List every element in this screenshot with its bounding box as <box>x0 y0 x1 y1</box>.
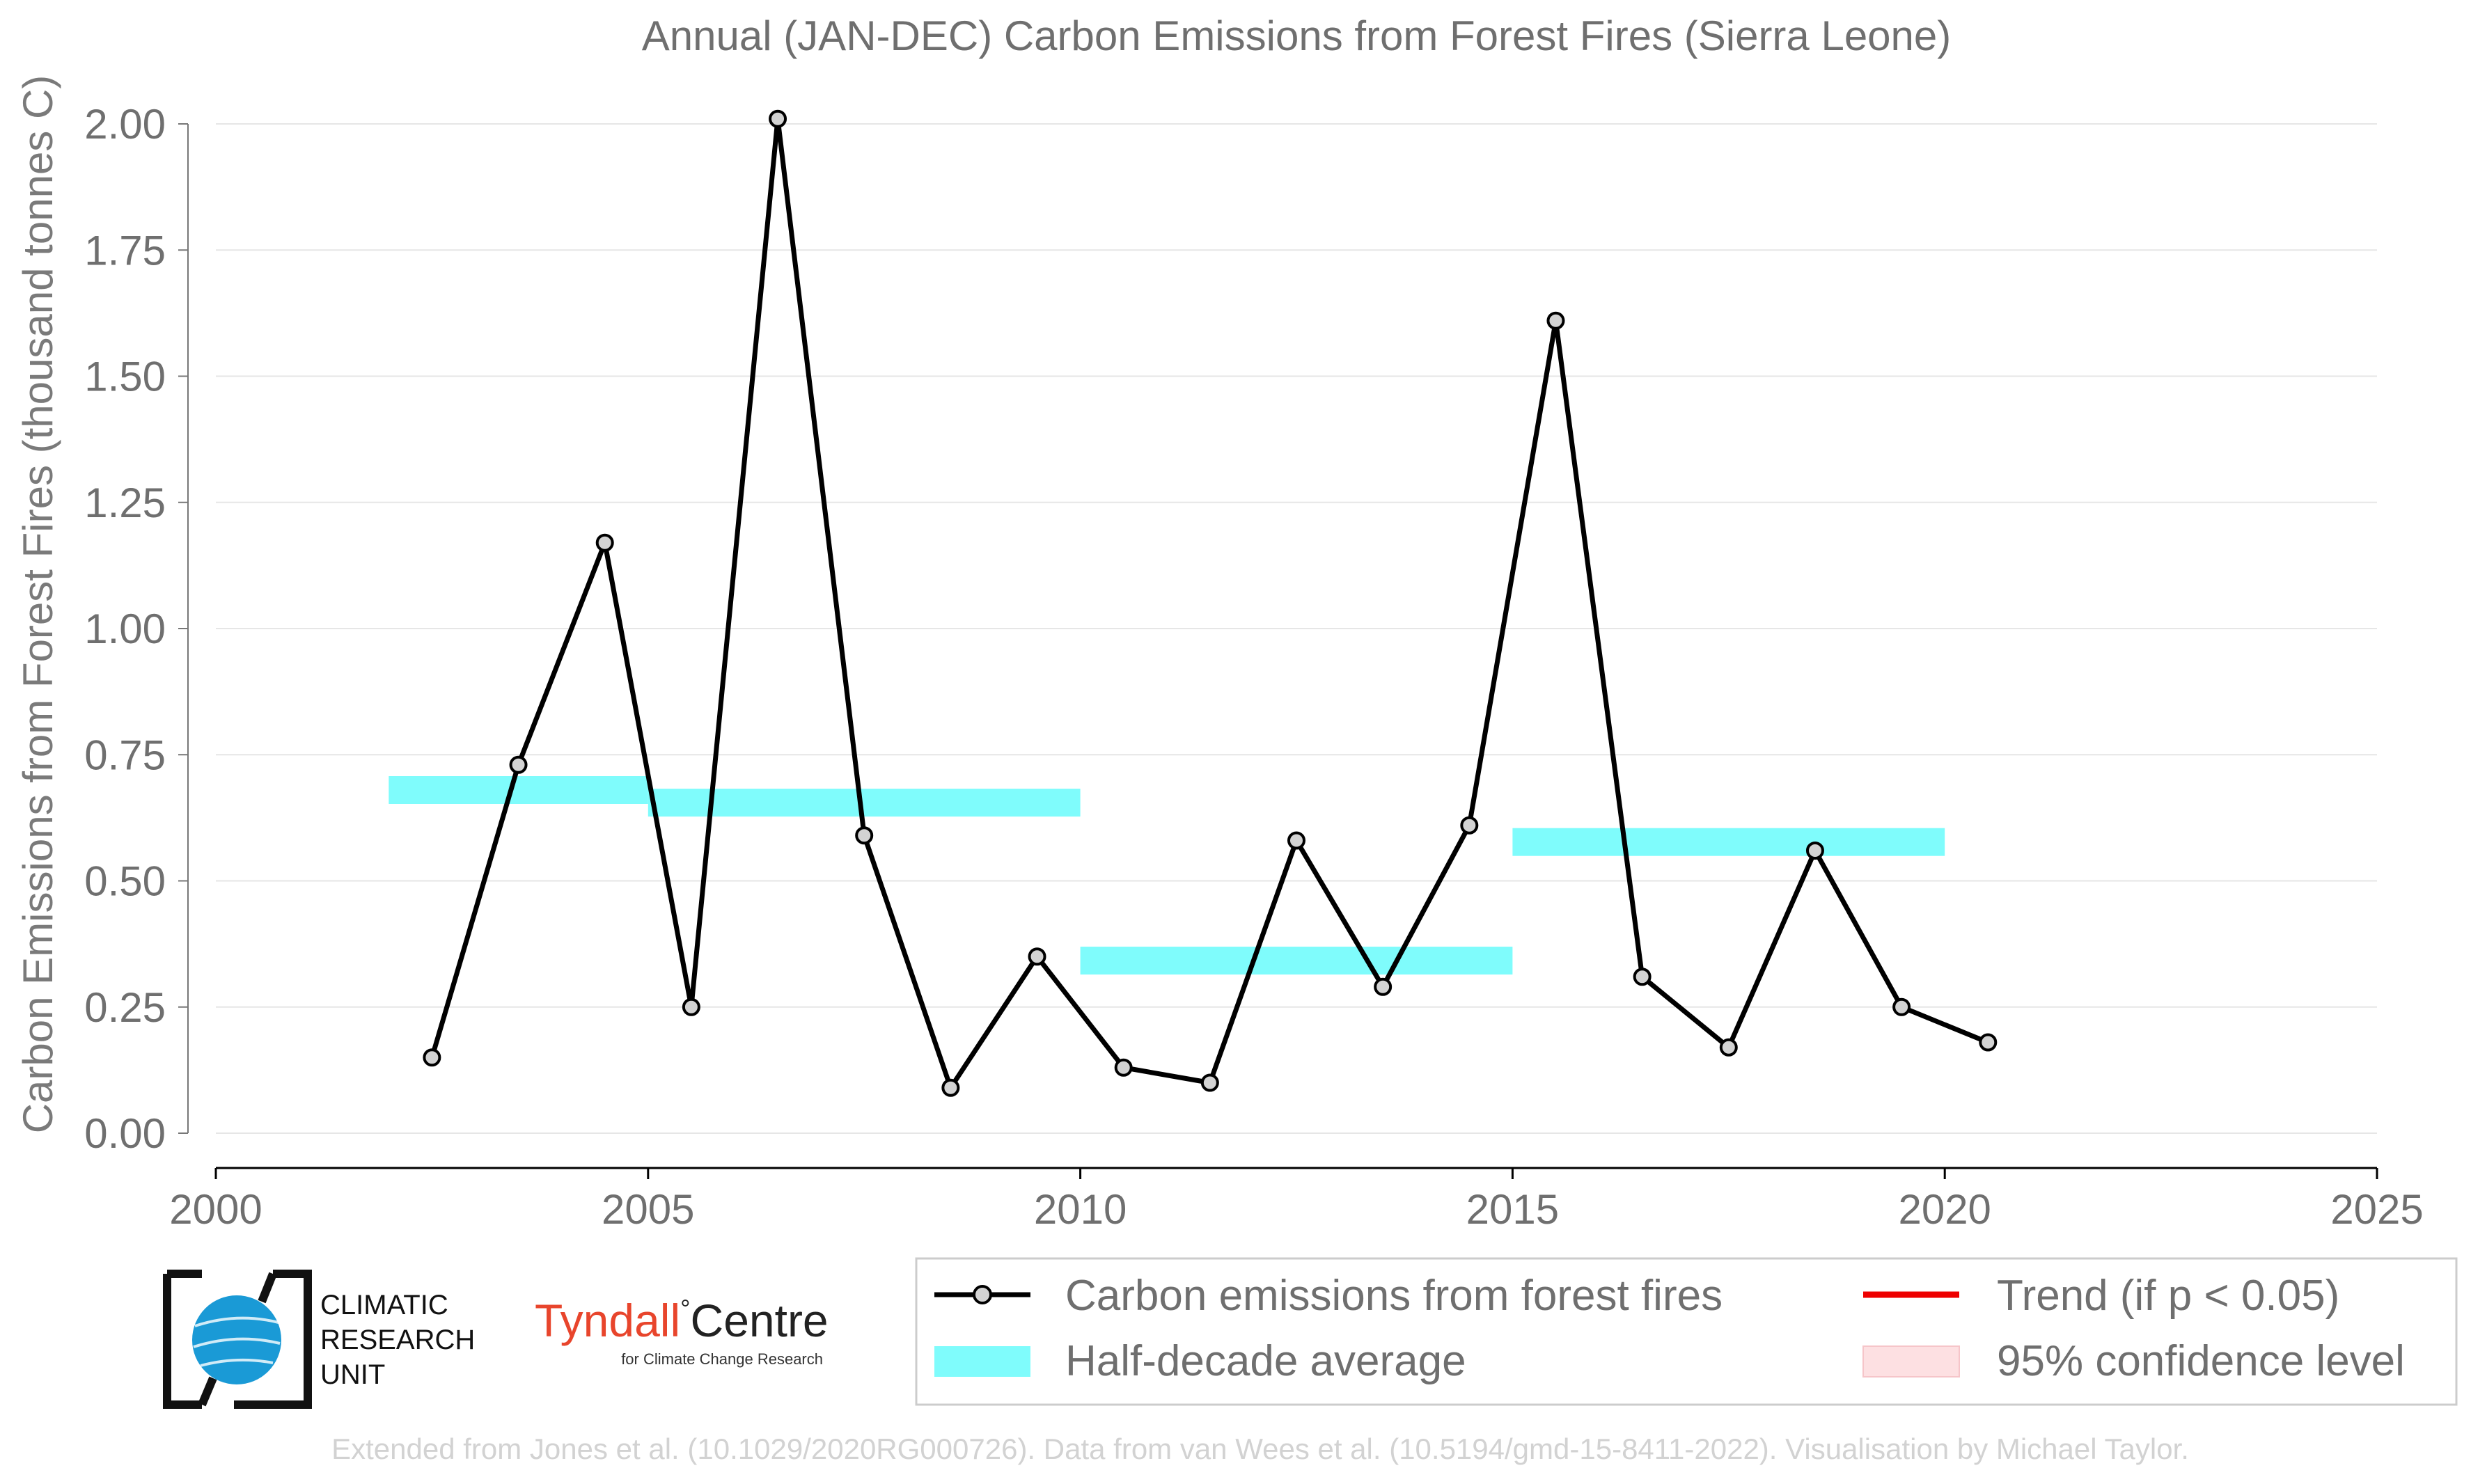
y-tick-label: 1.75 <box>84 227 166 274</box>
data-point <box>682 997 700 1016</box>
y-tick-label: 0.75 <box>84 732 166 778</box>
y-tick-label: 1.50 <box>84 354 166 400</box>
half-decade-band <box>648 789 1081 817</box>
data-point <box>1979 1033 1998 1052</box>
x-tick-label: 2005 <box>602 1186 694 1233</box>
gridlines <box>216 123 2377 1134</box>
legend-label-average: Half-decade average <box>1065 1337 1466 1385</box>
legend-label-trend: Trend (if p < 0.05) <box>1997 1272 2339 1320</box>
series-line <box>430 118 1989 1094</box>
half-decade-band <box>1080 947 1513 975</box>
cru-bracket <box>163 1270 312 1409</box>
y-tick-label: 1.00 <box>84 606 166 652</box>
y-tick-label: 0.50 <box>84 858 166 905</box>
data-point <box>1374 977 1393 996</box>
cru-text-1: CLIMATIC <box>320 1290 448 1320</box>
data-point <box>1028 947 1046 966</box>
x-tick-label: 2020 <box>1898 1186 1991 1233</box>
legend-frame <box>915 1257 2458 1406</box>
cru-bracket-ends <box>167 1270 277 1407</box>
x-ticks: 2000 2005 2010 2015 2020 2025 <box>169 1168 2424 1233</box>
tyndall-subtitle: for Climate Change Research <box>621 1350 823 1368</box>
credit-text: Extended from Jones et al. (10.1029/2020… <box>331 1432 2189 1465</box>
data-point <box>855 826 874 845</box>
data-point <box>941 1078 960 1097</box>
data-point <box>1719 1038 1738 1057</box>
cru-text-2: RESEARCH <box>320 1325 475 1355</box>
data-point <box>1805 842 1824 860</box>
half-decade-band <box>389 776 648 804</box>
y-tick-label: 2.00 <box>84 101 166 148</box>
chart-title: Annual (JAN-DEC) Carbon Emissions from F… <box>642 13 1952 59</box>
y-tick-label: 0.25 <box>84 984 166 1031</box>
legend-swatch-confidence <box>1862 1345 1960 1378</box>
half-decade-bands <box>389 776 1945 975</box>
data-point <box>595 533 614 552</box>
x-tick-label: 2015 <box>1466 1186 1559 1233</box>
legend-marker-emissions <box>973 1285 992 1304</box>
y-ticks: 0.00 0.25 0.50 0.75 1.00 1.25 1.50 1.75 2.00 <box>84 101 188 1157</box>
tyndall-logo: Tyndall°Centre for Climate Change Resear… <box>535 1294 829 1368</box>
data-point <box>1892 997 1911 1016</box>
legend: Carbon emissions from forest fires Trend… <box>915 1257 2458 1406</box>
legend-label-confidence: 95% confidence level <box>1997 1337 2405 1385</box>
data-point <box>423 1048 441 1067</box>
data-point <box>1546 311 1565 330</box>
tyndall-text: Tyndall°Centre <box>535 1294 829 1346</box>
data-point <box>1633 968 1652 986</box>
data-point <box>1114 1058 1133 1077</box>
data-point <box>1287 831 1305 850</box>
cru-globe-lines <box>193 1316 281 1367</box>
data-point <box>1200 1073 1219 1092</box>
legend-label-emissions: Carbon emissions from forest fires <box>1065 1272 1723 1320</box>
x-tick-label: 2010 <box>1034 1186 1127 1233</box>
cru-logo: CLIMATIC RESEARCH UNIT <box>163 1270 475 1409</box>
y-tick-label: 0.00 <box>84 1110 166 1157</box>
series-layer <box>423 109 1998 1097</box>
data-point <box>509 755 528 774</box>
data-point <box>1460 816 1479 835</box>
x-tick-label: 2000 <box>169 1186 262 1233</box>
data-point <box>769 109 787 128</box>
y-tick-label: 1.25 <box>84 480 166 526</box>
cru-text-3: UNIT <box>320 1359 385 1390</box>
legend-swatch-average <box>934 1346 1030 1377</box>
x-tick-label: 2025 <box>2330 1186 2423 1233</box>
half-decade-band <box>1512 828 1945 856</box>
y-axis-label: Carbon Emissions from Forest Fires (thou… <box>15 75 61 1134</box>
